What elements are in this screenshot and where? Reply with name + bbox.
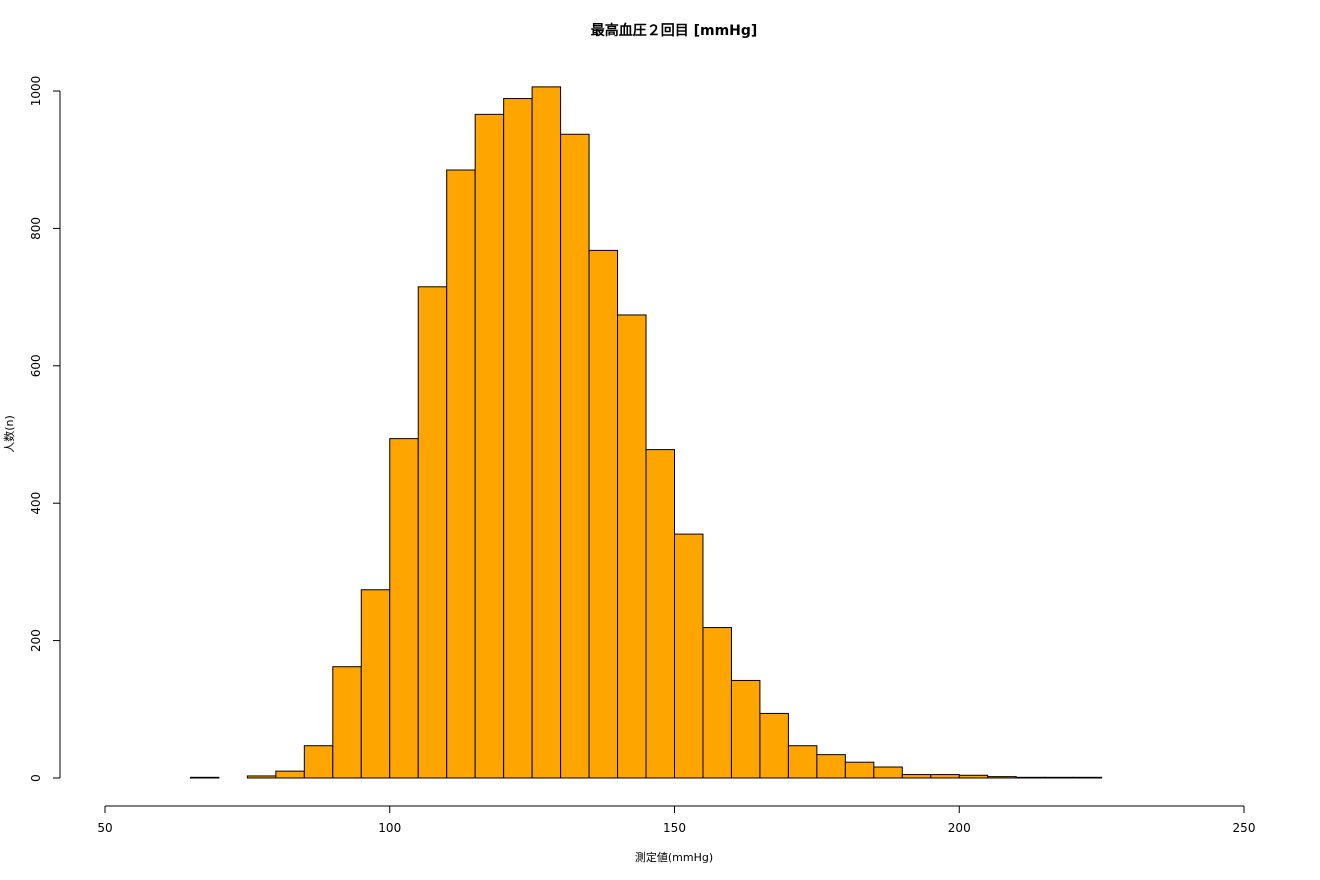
x-tick-label: 200: [948, 821, 971, 835]
histogram-bar: [1015, 776, 1046, 779]
y-tick-label: 800: [29, 217, 43, 240]
histogram-bar: [702, 627, 732, 779]
y-tick-label: 1000: [29, 76, 43, 107]
histogram-bar: [958, 774, 989, 779]
histogram-bar: [674, 533, 704, 779]
histogram-bar: [531, 86, 562, 779]
x-axis: 50 100 150 200 250: [97, 805, 1256, 835]
histogram-bar: [873, 766, 903, 779]
x-tick-label: 250: [1233, 821, 1256, 835]
x-axis-label: 測定値(mmHg): [635, 850, 713, 864]
x-tick-label: 150: [663, 821, 686, 835]
histogram-bar: [759, 712, 789, 779]
y-tick-label: 600: [29, 354, 43, 377]
histogram-bar: [389, 438, 419, 779]
y-axis-label: 人数(n): [3, 415, 16, 453]
histogram-bar: [303, 745, 334, 779]
histogram-bar: [332, 666, 362, 779]
histogram-bar: [446, 169, 476, 779]
y-tick-label: 400: [29, 492, 43, 515]
histogram-bar: [844, 761, 875, 779]
histogram-bar: [645, 449, 676, 779]
histogram-bar: [617, 314, 647, 779]
histogram-bar: [930, 774, 960, 779]
bars-group: [189, 86, 1103, 779]
histogram-bar: [417, 286, 448, 779]
y-tick-label: 200: [29, 629, 43, 652]
histogram-bar: [901, 774, 932, 779]
y-axis: 0 200 400 600 800 1000: [29, 76, 61, 782]
histogram-bar: [1044, 776, 1074, 779]
chart-title: 最高血圧２回目 [mmHg]: [591, 22, 758, 39]
y-tick-label: 0: [29, 774, 43, 782]
histogram-bar: [246, 775, 277, 779]
x-tick-label: 100: [378, 821, 401, 835]
histogram-bar: [275, 770, 305, 779]
histogram-bar: [987, 776, 1017, 779]
histogram-bar: [730, 679, 761, 779]
histogram-bar: [560, 133, 590, 779]
histogram-bar: [816, 754, 846, 779]
histogram-bar: [474, 113, 505, 779]
histogram-bar: [787, 745, 818, 779]
x-tick-label: 50: [97, 821, 112, 835]
histogram-bar: [588, 249, 619, 779]
histogram-bar: [189, 776, 220, 779]
histogram-bar: [360, 589, 391, 779]
histogram-bar: [503, 98, 533, 779]
histogram-bar: [1072, 776, 1103, 779]
